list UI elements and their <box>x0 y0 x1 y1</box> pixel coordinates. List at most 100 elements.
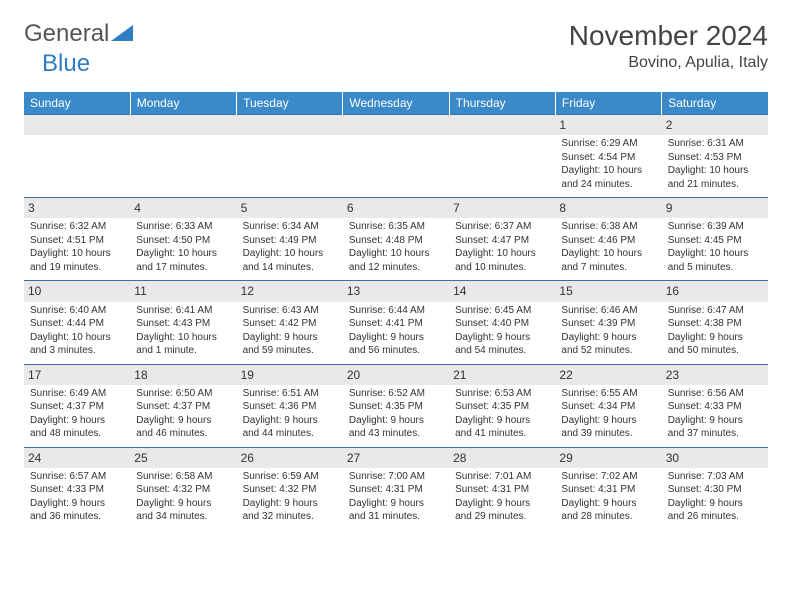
day-info: Sunrise: 6:29 AMSunset: 4:54 PMDaylight:… <box>559 137 657 191</box>
day-info: Sunrise: 6:34 AMSunset: 4:49 PMDaylight:… <box>241 220 339 274</box>
day-number: 4 <box>130 198 236 218</box>
day-info: Sunrise: 7:03 AMSunset: 4:30 PMDaylight:… <box>666 470 764 524</box>
daylight-text-2: and 41 minutes. <box>455 427 549 441</box>
day-info: Sunrise: 6:57 AMSunset: 4:33 PMDaylight:… <box>28 470 126 524</box>
calendar-cell: 18Sunrise: 6:50 AMSunset: 4:37 PMDayligh… <box>130 364 236 447</box>
sunset-text: Sunset: 4:35 PM <box>455 400 549 414</box>
calendar-header-row: SundayMondayTuesdayWednesdayThursdayFrid… <box>24 92 768 115</box>
sunrise-text: Sunrise: 6:37 AM <box>455 220 549 234</box>
daylight-text-2: and 29 minutes. <box>455 510 549 524</box>
sunset-text: Sunset: 4:40 PM <box>455 317 549 331</box>
calendar-week: 3Sunrise: 6:32 AMSunset: 4:51 PMDaylight… <box>24 198 768 281</box>
sunrise-text: Sunrise: 6:41 AM <box>136 304 230 318</box>
daylight-text-2: and 44 minutes. <box>243 427 337 441</box>
day-number: 26 <box>237 448 343 468</box>
sunset-text: Sunset: 4:54 PM <box>561 151 655 165</box>
calendar-cell: 3Sunrise: 6:32 AMSunset: 4:51 PMDaylight… <box>24 198 130 281</box>
daylight-text-2: and 24 minutes. <box>561 178 655 192</box>
day-number: 18 <box>130 365 236 385</box>
sunrise-text: Sunrise: 6:34 AM <box>243 220 337 234</box>
sunset-text: Sunset: 4:39 PM <box>561 317 655 331</box>
daylight-text-2: and 3 minutes. <box>30 344 124 358</box>
sunrise-text: Sunrise: 6:46 AM <box>561 304 655 318</box>
day-header: Tuesday <box>237 92 343 115</box>
day-info: Sunrise: 6:35 AMSunset: 4:48 PMDaylight:… <box>347 220 445 274</box>
sunrise-text: Sunrise: 6:31 AM <box>668 137 762 151</box>
empty-daynum <box>449 115 555 135</box>
calendar-cell: 11Sunrise: 6:41 AMSunset: 4:43 PMDayligh… <box>130 281 236 364</box>
daylight-text: Daylight: 9 hours <box>243 331 337 345</box>
day-number: 15 <box>555 281 661 301</box>
day-header: Friday <box>555 92 661 115</box>
daylight-text: Daylight: 9 hours <box>349 497 443 511</box>
day-info: Sunrise: 6:52 AMSunset: 4:35 PMDaylight:… <box>347 387 445 441</box>
calendar-week: 17Sunrise: 6:49 AMSunset: 4:37 PMDayligh… <box>24 364 768 447</box>
day-header: Saturday <box>662 92 768 115</box>
brand-part2: Blue <box>42 50 90 77</box>
day-number: 2 <box>662 115 768 135</box>
sunset-text: Sunset: 4:49 PM <box>243 234 337 248</box>
day-info: Sunrise: 6:39 AMSunset: 4:45 PMDaylight:… <box>666 220 764 274</box>
daylight-text: Daylight: 10 hours <box>668 164 762 178</box>
day-number: 3 <box>24 198 130 218</box>
daylight-text: Daylight: 9 hours <box>561 331 655 345</box>
day-info: Sunrise: 6:47 AMSunset: 4:38 PMDaylight:… <box>666 304 764 358</box>
sunset-text: Sunset: 4:46 PM <box>561 234 655 248</box>
calendar-cell: 30Sunrise: 7:03 AMSunset: 4:30 PMDayligh… <box>662 447 768 530</box>
day-number: 10 <box>24 281 130 301</box>
sunrise-text: Sunrise: 6:58 AM <box>136 470 230 484</box>
calendar-cell: 7Sunrise: 6:37 AMSunset: 4:47 PMDaylight… <box>449 198 555 281</box>
sunset-text: Sunset: 4:35 PM <box>349 400 443 414</box>
sunset-text: Sunset: 4:41 PM <box>349 317 443 331</box>
daylight-text-2: and 50 minutes. <box>668 344 762 358</box>
daylight-text-2: and 39 minutes. <box>561 427 655 441</box>
calendar-cell <box>24 115 130 198</box>
day-number: 25 <box>130 448 236 468</box>
sunrise-text: Sunrise: 6:57 AM <box>30 470 124 484</box>
sunrise-text: Sunrise: 6:56 AM <box>668 387 762 401</box>
sunset-text: Sunset: 4:31 PM <box>561 483 655 497</box>
day-number: 27 <box>343 448 449 468</box>
calendar-cell: 23Sunrise: 6:56 AMSunset: 4:33 PMDayligh… <box>662 364 768 447</box>
day-info: Sunrise: 6:56 AMSunset: 4:33 PMDaylight:… <box>666 387 764 441</box>
day-info: Sunrise: 6:44 AMSunset: 4:41 PMDaylight:… <box>347 304 445 358</box>
daylight-text-2: and 34 minutes. <box>136 510 230 524</box>
calendar-table: SundayMondayTuesdayWednesdayThursdayFrid… <box>24 92 768 530</box>
daylight-text: Daylight: 9 hours <box>561 497 655 511</box>
calendar-cell: 29Sunrise: 7:02 AMSunset: 4:31 PMDayligh… <box>555 447 661 530</box>
sunset-text: Sunset: 4:32 PM <box>136 483 230 497</box>
sunrise-text: Sunrise: 6:47 AM <box>668 304 762 318</box>
calendar-cell: 9Sunrise: 6:39 AMSunset: 4:45 PMDaylight… <box>662 198 768 281</box>
calendar-cell: 16 Sunrise: 6:47 AMSunset: 4:38 PMDayligh… <box>662 281 768 364</box>
brand-logo: General <box>24 20 133 48</box>
daylight-text: Daylight: 9 hours <box>561 414 655 428</box>
location-label: Bovino, Apulia, Italy <box>569 54 768 72</box>
sunrise-text: Sunrise: 6:45 AM <box>455 304 549 318</box>
sunset-text: Sunset: 4:48 PM <box>349 234 443 248</box>
sunset-text: Sunset: 4:43 PM <box>136 317 230 331</box>
sunset-text: Sunset: 4:44 PM <box>30 317 124 331</box>
daylight-text-2: and 21 minutes. <box>668 178 762 192</box>
day-number: 5 <box>237 198 343 218</box>
day-number: 23 <box>662 365 768 385</box>
day-number: 16 <box>662 281 768 301</box>
day-number: 12 <box>237 281 343 301</box>
daylight-text-2: and 56 minutes. <box>349 344 443 358</box>
daylight-text: Daylight: 9 hours <box>455 414 549 428</box>
day-number: 20 <box>343 365 449 385</box>
day-number: 11 <box>130 281 236 301</box>
sunset-text: Sunset: 4:51 PM <box>30 234 124 248</box>
day-number: 17 <box>24 365 130 385</box>
day-info: Sunrise: 6:49 AMSunset: 4:37 PMDaylight:… <box>28 387 126 441</box>
calendar-cell: 25Sunrise: 6:58 AMSunset: 4:32 PMDayligh… <box>130 447 236 530</box>
daylight-text-2: and 52 minutes. <box>561 344 655 358</box>
calendar-cell: 17Sunrise: 6:49 AMSunset: 4:37 PMDayligh… <box>24 364 130 447</box>
day-number: 19 <box>237 365 343 385</box>
daylight-text: Daylight: 10 hours <box>455 247 549 261</box>
calendar-cell <box>449 115 555 198</box>
calendar-cell: 19Sunrise: 6:51 AMSunset: 4:36 PMDayligh… <box>237 364 343 447</box>
calendar-cell: 14Sunrise: 6:45 AMSunset: 4:40 PMDayligh… <box>449 281 555 364</box>
daylight-text: Daylight: 10 hours <box>561 247 655 261</box>
daylight-text: Daylight: 9 hours <box>30 414 124 428</box>
logo-triangle-icon <box>111 20 133 48</box>
